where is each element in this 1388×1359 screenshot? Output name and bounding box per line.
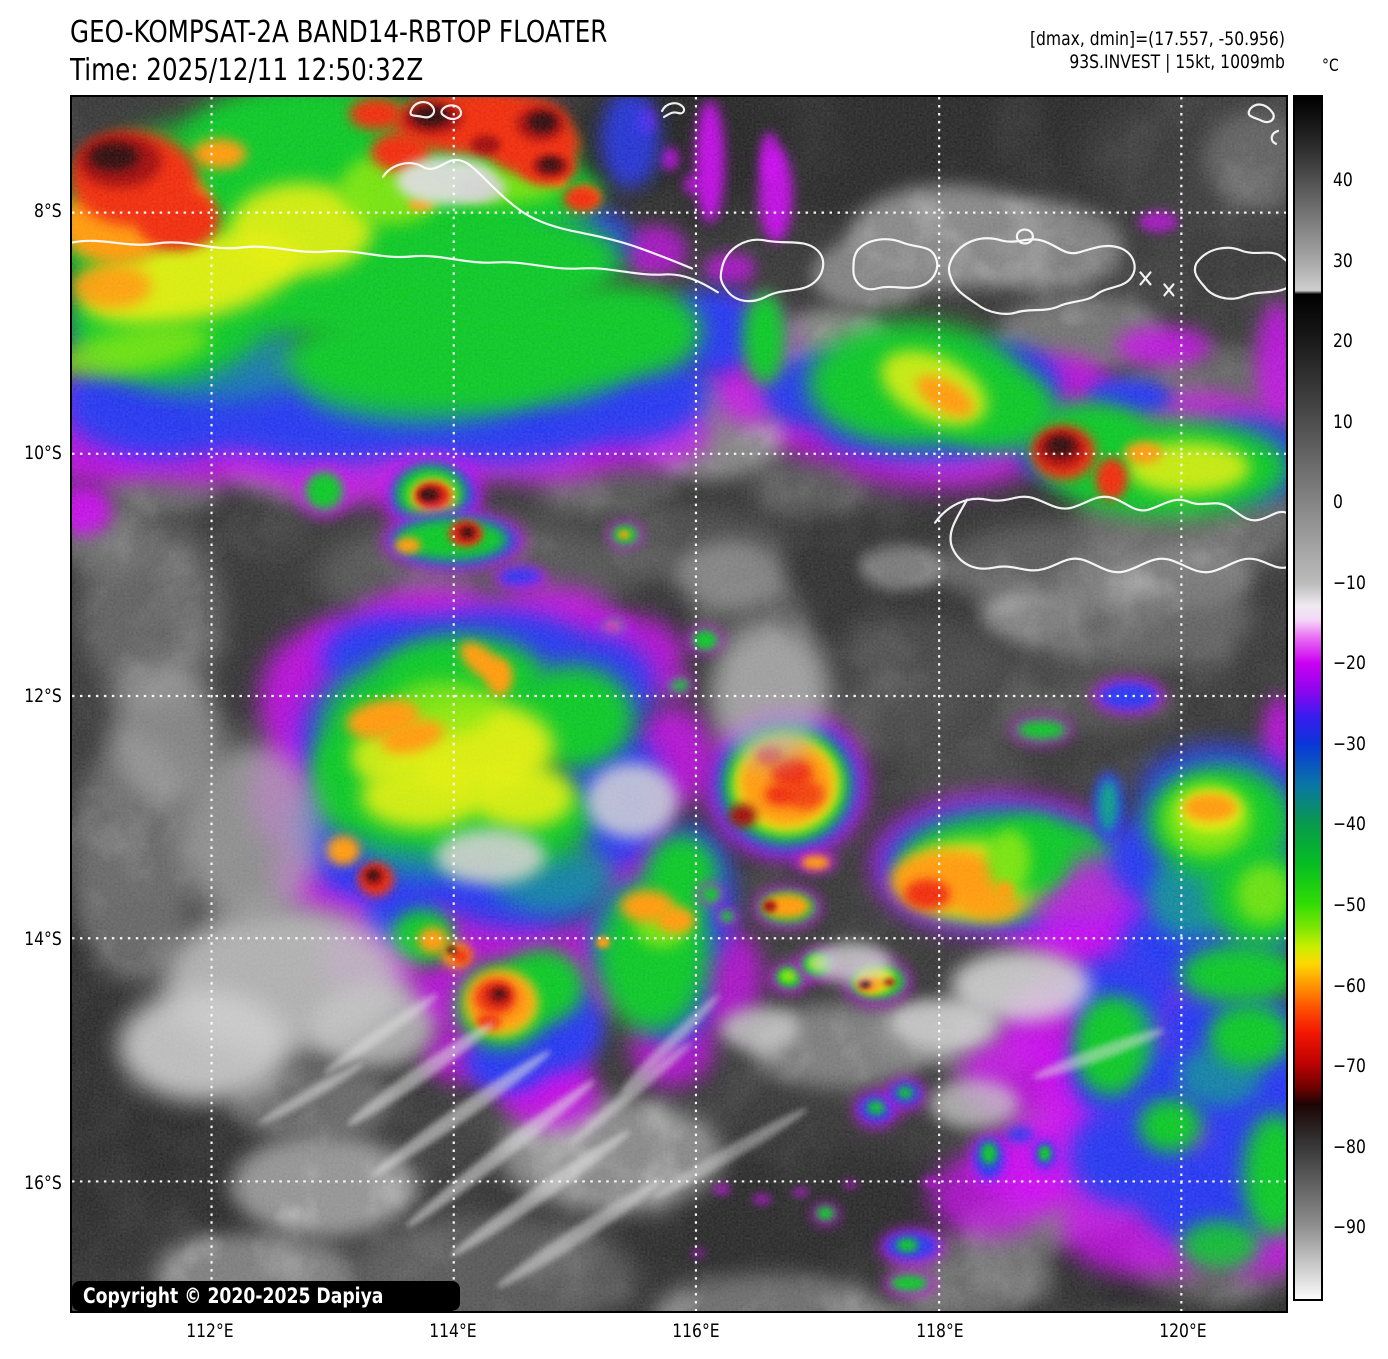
colorbar-tick-label: 10: [1333, 411, 1353, 433]
colorbar-tick-label: −80: [1333, 1136, 1366, 1158]
y-tick-label: 8°S: [34, 200, 62, 222]
colorbar-unit-label: °C: [1322, 56, 1339, 76]
x-tick-label: 120°E: [1159, 1320, 1207, 1342]
colorbar-tick-label: 40: [1333, 169, 1353, 191]
product-timestamp: Time: 2025/12/11 12:50:32Z: [70, 53, 424, 88]
y-tick-label: 12°S: [24, 685, 62, 707]
colorbar: [1293, 95, 1323, 1301]
storm-info-readout: 93S.INVEST | 15kt, 1009mb: [1069, 51, 1285, 73]
copyright-badge: Copyright © 2020-2025 Dapiya: [72, 1281, 461, 1311]
x-tick-label: 114°E: [429, 1320, 477, 1342]
colorbar-tick-label: 20: [1333, 330, 1353, 352]
product-title-block: GEO-KOMPSAT-2A BAND14-RBTOP FLOATER Time…: [70, 14, 725, 90]
coastlines: [72, 101, 1286, 574]
product-title: GEO-KOMPSAT-2A BAND14-RBTOP FLOATER: [70, 15, 608, 50]
x-tick-label: 116°E: [672, 1320, 720, 1342]
colorbar-tick-label: −50: [1333, 894, 1366, 916]
colorbar-tick-label: 0: [1333, 491, 1343, 513]
y-tick-label: 16°S: [24, 1172, 62, 1194]
colorbar-tick-label: −40: [1333, 813, 1366, 835]
colorbar-tick-label: −30: [1333, 733, 1366, 755]
colorbar-tick-label: 30: [1333, 250, 1353, 272]
x-tick-label: 118°E: [916, 1320, 964, 1342]
y-tick-label: 10°S: [24, 442, 62, 464]
dmax-dmin-readout: [dmax, dmin]=(17.557, -50.956): [1030, 28, 1285, 50]
x-tick-label: 112°E: [186, 1320, 234, 1342]
colorbar-tick-label: −10: [1333, 572, 1366, 594]
colorbar-tick-label: −70: [1333, 1055, 1366, 1077]
colorbar-tick-label: −90: [1333, 1216, 1366, 1238]
y-tick-label: 14°S: [24, 928, 62, 950]
product-info-block: [dmax, dmin]=(17.557, -50.956) 93S.INVES…: [974, 28, 1285, 74]
colorbar-tick-label: −20: [1333, 652, 1366, 674]
colorbar-tick-label: −60: [1333, 975, 1366, 997]
graticule: [72, 97, 1286, 1311]
satellite-image[interactable]: [70, 95, 1288, 1313]
